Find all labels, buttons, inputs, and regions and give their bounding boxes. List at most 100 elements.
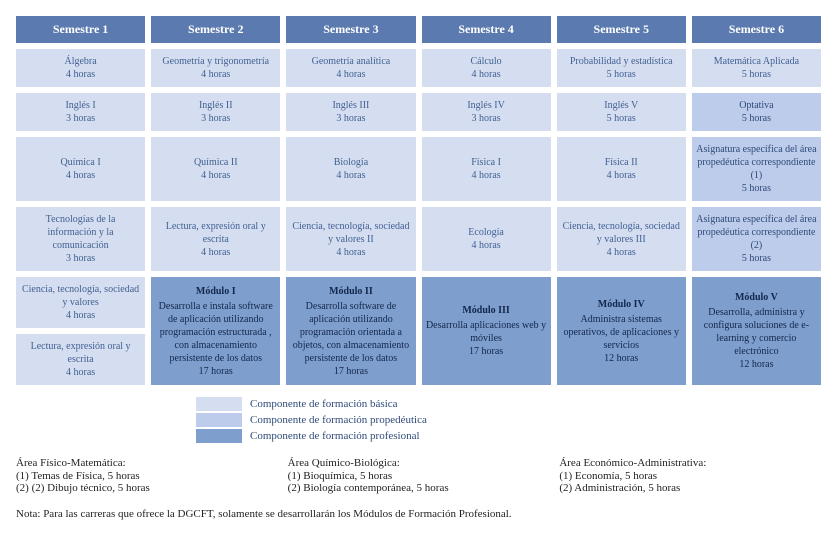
module-cell: Módulo III Desarrolla aplicaciones web y… [422,277,551,385]
course-hours: 4 horas [561,246,682,259]
course-hours: 3 horas [155,112,276,125]
area-item: (2) Administración, 5 horas [559,482,821,494]
area-block: Área Químico-Biológica: (1) Bioquímica, … [288,457,550,494]
legend-label: Componente de formación propedéutica [250,414,427,426]
course-hours: 4 horas [426,169,547,182]
legend: Componente de formación básica Component… [196,397,821,443]
course-cell: Geometría analítica4 horas [286,49,415,87]
course-title: Inglés IV [426,99,547,112]
course-cell: Álgebra4 horas [16,49,145,87]
course-title: Biología [290,156,411,169]
course-cell: Química I4 horas [16,137,145,201]
course-cell: Optativa5 horas [692,93,821,131]
course-cell: Biología4 horas [286,137,415,201]
course-title: Inglés II [155,99,276,112]
course-cell: Lectura, expresión oral y escrita4 horas [16,334,145,385]
course-cell: Inglés I3 horas [16,93,145,131]
legend-row: Componente de formación propedéutica [196,413,821,427]
course-title: Inglés I [20,99,141,112]
course-hours: 4 horas [290,169,411,182]
col1-stack: Ciencia, tecnología, sociedad y valores4… [16,277,145,385]
semester-header: Semestre 6 [692,16,821,43]
course-hours: 3 horas [290,112,411,125]
course-hours: 5 horas [561,112,682,125]
area-item: (2) (2) Dibujo técnico, 5 horas [16,482,278,494]
course-title: Lectura, expresión oral y escrita [20,340,141,366]
module-title: Módulo III [426,304,547,317]
course-cell: Ciencia, tecnología, sociedad y valores4… [16,277,145,328]
course-title: Química II [155,156,276,169]
area-item: (2) Biología contemporánea, 5 horas [288,482,550,494]
course-title: Asignatura específica del área propedéut… [696,143,817,182]
course-cell: Geometría y trigonometría4 horas [151,49,280,87]
course-title: Matemática Aplicada [696,55,817,68]
course-cell: Inglés IV3 horas [422,93,551,131]
course-title: Ciencia, tecnología, sociedad y valores [20,283,141,309]
course-hours: 4 horas [155,68,276,81]
course-hours: 3 horas [20,112,141,125]
legend-swatch-prop [196,413,242,427]
course-cell: Física II4 horas [557,137,686,201]
course-hours: 5 horas [561,68,682,81]
module-cell: Módulo V Desarrolla, administra y config… [692,277,821,385]
course-cell: Inglés III3 horas [286,93,415,131]
module-hours: 17 horas [426,345,547,358]
module-desc: Desarrolla, administra y configura soluc… [696,306,817,358]
course-hours: 4 horas [155,169,276,182]
course-hours: 5 horas [696,252,817,265]
course-hours: 4 horas [20,309,141,322]
legend-label: Componente de formación básica [250,398,398,410]
course-title: Ciencia, tecnología, sociedad y valores … [290,220,411,246]
module-hours: 12 horas [696,358,817,371]
areas: Área Físico-Matemática: (1) Temas de Fís… [16,457,821,494]
area-title: Área Físico-Matemática: [16,457,278,469]
course-cell: Inglés V5 horas [557,93,686,131]
course-title: Tecnologías de la información y la comun… [20,213,141,252]
course-title: Optativa [696,99,817,112]
course-cell: Ciencia, tecnología, sociedad y valores … [286,207,415,271]
area-title: Área Químico-Biológica: [288,457,550,469]
module-desc: Administra sistemas operativos, de aplic… [561,313,682,352]
course-title: Ciencia, tecnología, sociedad y valores … [561,220,682,246]
course-title: Inglés III [290,99,411,112]
area-title: Área Económico-Administrativa: [559,457,821,469]
semester-header: Semestre 4 [422,16,551,43]
module-hours: 12 horas [561,352,682,365]
semester-header: Semestre 3 [286,16,415,43]
module-cell: Módulo I Desarrolla e instala software d… [151,277,280,385]
course-cell: Química II4 horas [151,137,280,201]
module-hours: 17 horas [290,365,411,378]
module-hours: 17 horas [155,365,276,378]
course-cell: Cálculo4 horas [422,49,551,87]
course-cell: Matemática Aplicada5 horas [692,49,821,87]
course-title: Inglés V [561,99,682,112]
course-hours: 5 horas [696,112,817,125]
course-title: Química I [20,156,141,169]
course-title: Asignatura específica del área propedéut… [696,213,817,252]
course-title: Cálculo [426,55,547,68]
course-cell: Probabilidad y estadística5 horas [557,49,686,87]
module-title: Módulo V [696,291,817,304]
course-hours: 4 horas [20,68,141,81]
course-hours: 4 horas [20,169,141,182]
course-cell: Tecnologías de la información y la comun… [16,207,145,271]
legend-swatch-prof [196,429,242,443]
course-cell: Ciencia, tecnología, sociedad y valores … [557,207,686,271]
course-hours: 4 horas [290,246,411,259]
area-item: (1) Temas de Física, 5 horas [16,470,278,482]
area-block: Área Físico-Matemática: (1) Temas de Fís… [16,457,278,494]
semester-header: Semestre 5 [557,16,686,43]
course-hours: 4 horas [20,366,141,379]
course-title: Álgebra [20,55,141,68]
area-item: (1) Economía, 5 horas [559,470,821,482]
course-cell: Lectura, expresión oral y escrita4 horas [151,207,280,271]
course-title: Lectura, expresión oral y escrita [155,220,276,246]
course-hours: 4 horas [426,68,547,81]
course-hours: 5 horas [696,182,817,195]
legend-label: Componente de formación profesional [250,430,420,442]
course-cell: Física I4 horas [422,137,551,201]
footer-note: Nota: Para las carreras que ofrece la DG… [16,508,821,520]
course-hours: 4 horas [290,68,411,81]
module-desc: Desarrolla software de aplicación utiliz… [290,300,411,365]
course-cell: Inglés II3 horas [151,93,280,131]
